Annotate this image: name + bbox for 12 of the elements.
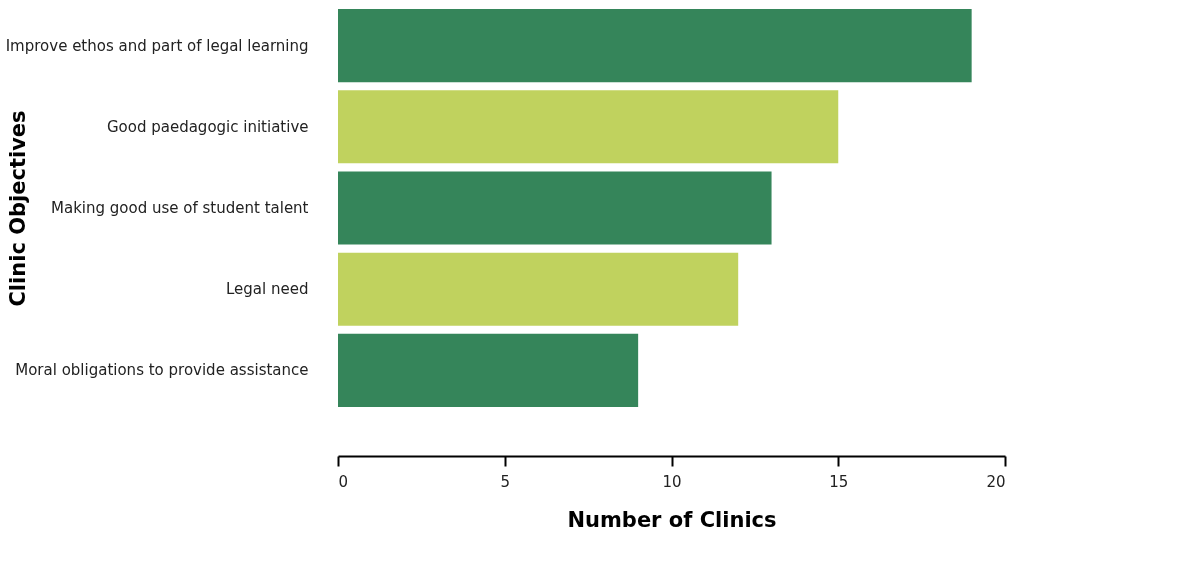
y-tick-label: Moral obligations to provide assistance xyxy=(15,361,309,380)
x-tick-label: 0 xyxy=(338,472,349,491)
x-tick-label: 5 xyxy=(500,472,511,491)
x-tick-label: 10 xyxy=(662,472,682,491)
y-axis-title: Clinic Objectives xyxy=(5,110,30,307)
x-tick-label: 20 xyxy=(986,472,1006,491)
x-tick-label: 15 xyxy=(829,472,849,491)
y-tick-label: Good paedagogic initiative xyxy=(106,117,309,136)
y-tick-label: Making good use of student talent xyxy=(51,199,309,217)
x-axis-title: Number of Clinics xyxy=(567,507,777,532)
y-tick-label: Improve ethos and part of legal learning xyxy=(5,36,309,55)
y-tick-label: Legal need xyxy=(226,280,309,299)
